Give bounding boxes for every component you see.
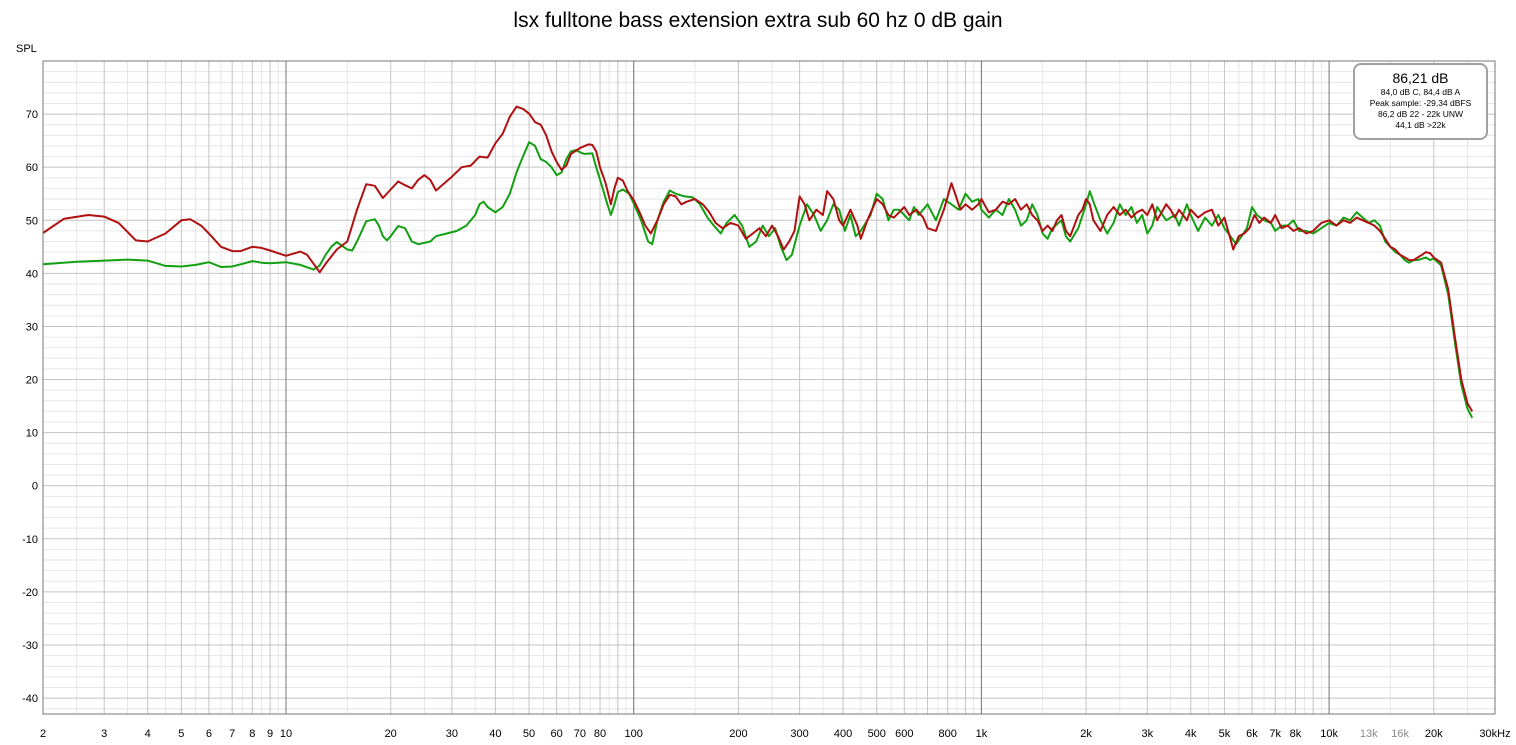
y-tick-label: 10 [26, 428, 38, 440]
x-tick-label: 3k [1141, 728, 1153, 740]
measurement-info-box: 86,21 dB 84,0 dB C, 84,4 dB A Peak sampl… [1353, 63, 1488, 140]
x-tick-label: 2 [40, 728, 46, 740]
info-unweighted-level: 86,2 dB 22 - 22k UNW [1377, 109, 1464, 119]
x-tick-label: 6 [206, 728, 212, 740]
x-tick-label: 5k [1219, 728, 1231, 740]
y-axis-label: SPL [16, 43, 37, 55]
x-tick-label: 9 [267, 728, 273, 740]
x-tick-label: 7k [1269, 728, 1281, 740]
x-tick-label: 80 [594, 728, 606, 740]
info-ultrasonic-level: 44,1 dB >22k [1395, 120, 1446, 130]
y-tick-label: 20 [26, 375, 38, 387]
x-tick-label: 4k [1185, 728, 1197, 740]
x-tick-label: 200 [729, 728, 747, 740]
x-tick-label: 13k [1360, 728, 1378, 740]
x-tick-label: 5 [178, 728, 184, 740]
plot-area [43, 61, 1495, 714]
x-tick-label: 8k [1290, 728, 1302, 740]
x-tick-label: 20k [1425, 728, 1443, 740]
y-tick-label: -20 [22, 587, 38, 599]
y-tick-label: 50 [26, 215, 38, 227]
x-tick-label: 40 [489, 728, 501, 740]
x-tick-label: 8 [249, 728, 255, 740]
overall-level: 86,21 dB [1392, 70, 1449, 86]
x-tick-label: 4 [145, 728, 151, 740]
x-tick-label: 100 [625, 728, 643, 740]
y-tick-label: -10 [22, 534, 38, 546]
chart-title: lsx fulltone bass extension extra sub 60… [513, 9, 1003, 32]
y-tick-label: -40 [22, 693, 38, 705]
series-line-red [43, 105, 1474, 412]
x-tick-label: 500 [868, 728, 886, 740]
x-tick-label: 7 [229, 728, 235, 740]
x-tick-labels: 2 3 4 5 6 7 8 9 10 20 30 40 50 60 70 80 100 200 300 400 500 6… [40, 728, 1511, 740]
x-tick-label: 3 [101, 728, 107, 740]
x-tick-label: 50 [523, 728, 535, 740]
y-tick-label: 30 [26, 321, 38, 333]
x-tick-label: 10 [280, 728, 292, 740]
x-tick-label: 1k [976, 728, 988, 740]
y-tick-label: 70 [26, 109, 38, 121]
x-tick-label: 300 [790, 728, 808, 740]
y-tick-labels: 70 60 50 40 30 20 10 0 -10 -20 -30 -40 [22, 109, 38, 705]
grid [42, 61, 1496, 714]
info-peak-sample: Peak sample: -29,34 dBFS [1369, 98, 1472, 108]
y-tick-label: -30 [22, 640, 38, 652]
x-tick-label: 800 [939, 728, 957, 740]
x-tick-label: 6k [1246, 728, 1258, 740]
x-tick-label: 16k [1391, 728, 1409, 740]
x-tick-label: 2k [1080, 728, 1092, 740]
x-tick-label: 30 [446, 728, 458, 740]
y-tick-label: 60 [26, 162, 38, 174]
series-group [43, 105, 1474, 419]
info-weighted-levels: 84,0 dB C, 84,4 dB A [1380, 87, 1461, 97]
x-tick-label: 60 [550, 728, 562, 740]
x-tick-label: 70 [574, 728, 586, 740]
plot-frame [42, 60, 1496, 715]
x-tick-label: 10k [1320, 728, 1338, 740]
x-tick-label: 20 [385, 728, 397, 740]
x-tick-label: 30kHz [1479, 728, 1510, 740]
y-tick-label: 40 [26, 268, 38, 280]
x-tick-label: 400 [834, 728, 852, 740]
y-tick-label: 0 [32, 481, 38, 493]
x-tick-label: 600 [895, 728, 913, 740]
